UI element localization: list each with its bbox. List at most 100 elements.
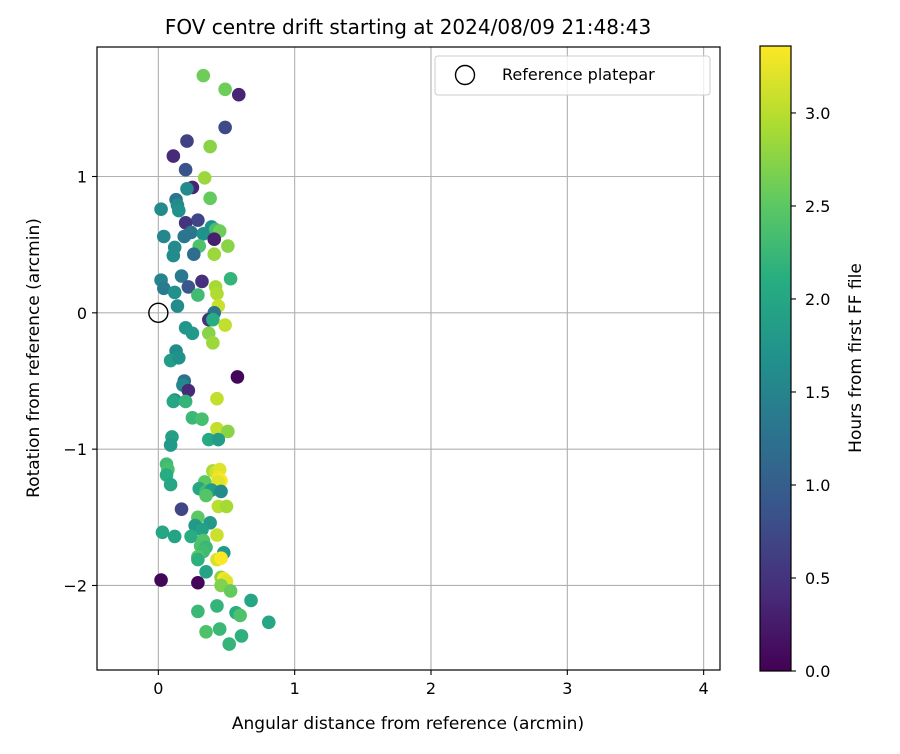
data-point xyxy=(181,280,196,294)
data-point xyxy=(174,502,189,516)
reference-platepar-marker xyxy=(148,302,169,324)
y-tick-label: −2 xyxy=(63,576,87,595)
data-point xyxy=(210,286,224,301)
data-point xyxy=(210,391,224,406)
colorbar-tick-label: 3.0 xyxy=(805,104,830,123)
legend-label-reference: Reference platepar xyxy=(502,65,655,84)
x-tick-label: 4 xyxy=(699,679,709,698)
data-point xyxy=(191,604,205,619)
data-point xyxy=(196,68,211,83)
data-point xyxy=(206,336,220,350)
data-point xyxy=(230,370,245,384)
x-tick-label: 0 xyxy=(153,679,163,698)
x-tick-label: 3 xyxy=(562,679,572,698)
colorbar-tick-label: 2.5 xyxy=(805,197,830,216)
data-point xyxy=(191,213,205,227)
data-point xyxy=(155,525,170,540)
colorbar-tick-label: 1.0 xyxy=(805,476,830,495)
data-point xyxy=(203,139,217,154)
colorbar-tick-label: 2.0 xyxy=(805,290,830,309)
data-point xyxy=(234,629,249,643)
colorbar-tick-label: 0.0 xyxy=(805,662,830,681)
plot-frame xyxy=(96,46,721,671)
data-point xyxy=(166,394,181,409)
data-point xyxy=(210,421,224,436)
data-point xyxy=(199,565,213,579)
data-point xyxy=(214,551,228,566)
data-point xyxy=(218,82,232,97)
data-point xyxy=(223,271,238,286)
data-point xyxy=(195,274,209,289)
data-point xyxy=(244,593,258,608)
data-point xyxy=(181,383,196,398)
data-point xyxy=(166,149,181,163)
data-points xyxy=(148,68,276,651)
data-point xyxy=(156,229,171,244)
colorbar: 0.0 0.5 1.0 1.5 2.0 2.5 3.0 Hours from first F… xyxy=(759,45,866,681)
y-tick-label: 1 xyxy=(77,168,87,187)
legend: Reference platepar xyxy=(434,55,711,96)
data-point xyxy=(223,584,238,598)
x-tick-label: 1 xyxy=(290,679,300,698)
data-point xyxy=(218,120,232,135)
data-point xyxy=(154,202,168,217)
data-point xyxy=(185,326,200,341)
data-point xyxy=(171,203,186,218)
data-point xyxy=(170,299,185,313)
data-point xyxy=(197,171,212,185)
data-point xyxy=(221,239,235,253)
data-point xyxy=(178,394,193,409)
legend-marker-reference xyxy=(454,64,476,86)
x-tick-label: 2 xyxy=(426,679,436,698)
data-point xyxy=(210,528,224,542)
data-point xyxy=(171,351,186,365)
y-tick-label: 0 xyxy=(77,304,87,323)
data-point xyxy=(163,477,178,492)
data-point xyxy=(207,247,222,262)
data-point xyxy=(231,87,246,102)
data-point xyxy=(195,412,209,426)
data-point xyxy=(206,312,220,327)
data-point xyxy=(261,615,276,630)
data-point xyxy=(154,573,168,587)
data-point xyxy=(196,226,211,241)
data-point xyxy=(222,637,237,651)
data-point xyxy=(221,424,235,439)
data-point xyxy=(214,484,228,499)
data-point xyxy=(167,529,182,544)
data-point xyxy=(195,522,209,537)
colorbar-tick-label: 1.5 xyxy=(805,383,830,402)
data-point xyxy=(184,529,198,544)
data-point xyxy=(199,625,213,639)
data-point xyxy=(191,575,205,590)
data-point xyxy=(180,181,194,196)
legend-box xyxy=(434,55,711,96)
data-point xyxy=(186,247,201,262)
data-point xyxy=(212,622,227,636)
chart-title: FOV centre drift starting at 2024/08/09 … xyxy=(165,15,651,39)
data-point xyxy=(166,248,181,263)
data-point xyxy=(163,438,178,452)
x-axis-ticks: 0 1 2 3 4 xyxy=(153,670,709,698)
data-point xyxy=(203,191,217,206)
data-point xyxy=(199,488,213,503)
data-point xyxy=(233,608,247,623)
data-point xyxy=(219,499,234,514)
data-point xyxy=(211,432,226,447)
data-point xyxy=(174,269,189,283)
data-point xyxy=(207,232,222,247)
data-point xyxy=(210,599,224,613)
data-point xyxy=(191,552,205,567)
data-point xyxy=(177,229,192,244)
x-axis-label: Angular distance from reference (arcmin) xyxy=(232,714,584,734)
data-point xyxy=(191,288,205,302)
data-point xyxy=(156,281,171,296)
data-point xyxy=(180,134,194,148)
data-point xyxy=(178,162,193,177)
data-point xyxy=(167,285,182,300)
y-tick-label: −1 xyxy=(63,440,87,459)
colorbar-ticks: 0.0 0.5 1.0 1.5 2.0 2.5 3.0 xyxy=(791,104,830,681)
colorbar-gradient xyxy=(759,45,792,672)
